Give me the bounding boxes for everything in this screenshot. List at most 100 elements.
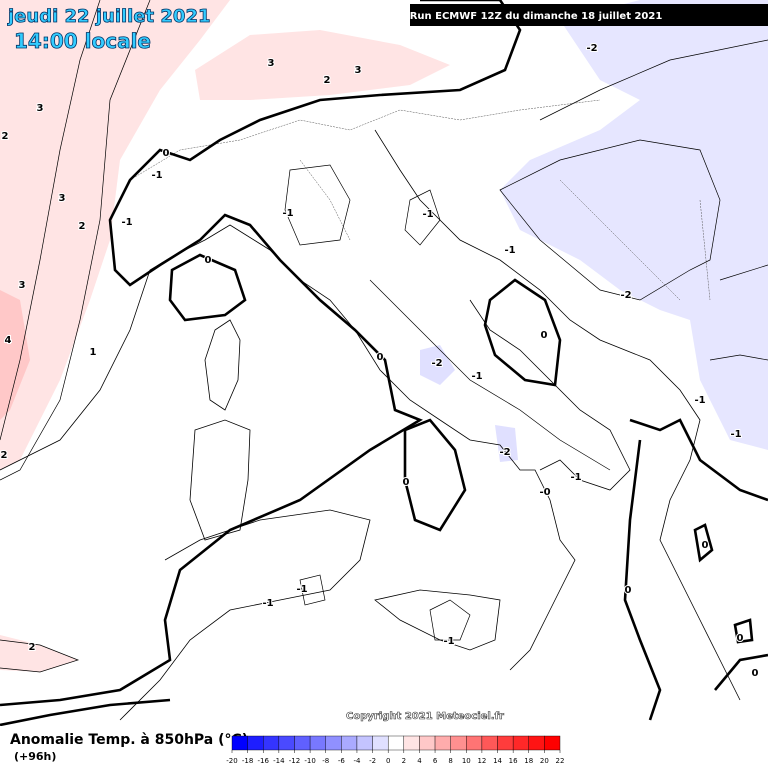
scale-swatch — [419, 735, 436, 751]
warm-anomaly-south — [0, 635, 78, 672]
contour-line — [0, 0, 101, 441]
contour-line — [284, 164, 351, 246]
scale-swatch — [403, 735, 420, 751]
contour-label: 0 — [205, 255, 212, 266]
coastline — [374, 129, 741, 701]
contour-label: -1 — [121, 217, 132, 228]
cold-anomaly-area — [500, 0, 768, 450]
scale-label: 6 — [433, 757, 438, 765]
color-scale: -20 -18 -16 -14 -12 -10 -8 -6 -4 -2 0 2 4 6 8 10 12 14 16 1… — [226, 735, 564, 765]
contour-label: -1 — [570, 472, 581, 483]
contour-label: -1 — [151, 170, 162, 181]
coastline-africa — [119, 509, 371, 721]
contour-line — [709, 264, 768, 361]
contour-label: -1 — [422, 209, 433, 220]
scale-label: -8 — [322, 757, 329, 765]
legend-title: Anomalie Temp. à 850hPa (°C) — [10, 732, 248, 748]
scale-swatch — [309, 735, 326, 751]
scale-swatch — [325, 735, 342, 751]
scale-swatch — [356, 735, 373, 751]
scale-swatch — [544, 735, 561, 751]
contour-label: 0 — [377, 352, 384, 363]
contour-label: -1 — [296, 584, 307, 595]
zero-contour — [483, 278, 562, 387]
scale-label: -20 — [226, 757, 237, 765]
contour-line — [0, 0, 151, 481]
contour-label: -2 — [431, 358, 442, 369]
scale-label: 20 — [540, 757, 549, 765]
contour-line — [299, 574, 326, 606]
contour-label: 0 — [737, 633, 744, 644]
contour-label: -1 — [504, 245, 515, 256]
warm-anomaly-core — [0, 290, 30, 420]
warm-anomaly-alps — [195, 30, 450, 100]
scale-swatch — [387, 735, 405, 751]
scale-label: -18 — [242, 757, 253, 765]
contour-label: -1 — [262, 598, 273, 609]
contour-label: 0 — [541, 330, 548, 341]
coastline — [469, 299, 631, 491]
forecast-time: 14:00 locale — [14, 29, 151, 53]
contour-line — [539, 39, 768, 121]
contour-label: -2 — [620, 290, 631, 301]
run-info: Run ECMWF 12Z du dimanche 18 juillet 202… — [410, 11, 663, 22]
scale-label: -4 — [353, 757, 361, 765]
contour-label: 4 — [5, 335, 12, 346]
contour-label: -2 — [499, 447, 510, 458]
scale-label: 16 — [509, 757, 518, 765]
scale-label: -14 — [273, 757, 285, 765]
scale-label: 4 — [417, 757, 422, 765]
warm-anomaly-area — [0, 0, 230, 470]
scale-label: 2 — [402, 757, 406, 765]
contour-label: 0 — [625, 585, 632, 596]
scale-label: -12 — [289, 757, 300, 765]
scale-swatch — [278, 735, 295, 751]
scale-swatch — [434, 735, 451, 751]
legend-lead: (+96h) — [14, 750, 56, 763]
scale-swatch — [466, 735, 483, 751]
scale-label: 14 — [493, 757, 502, 765]
contour-label: 2 — [29, 642, 36, 653]
contour-label: 2 — [324, 75, 331, 86]
contour-label: -1 — [730, 429, 741, 440]
zero-contour — [623, 418, 768, 721]
zero-contour — [0, 698, 171, 727]
scale-label: -6 — [338, 757, 346, 765]
scale-label: 8 — [448, 757, 452, 765]
contour-label: 3 — [355, 65, 362, 76]
scale-label: 10 — [462, 757, 471, 765]
contour-line — [404, 189, 441, 246]
cold-anomaly-spot — [420, 345, 455, 385]
contour-label: 3 — [37, 103, 44, 114]
scale-swatch — [263, 735, 280, 751]
contour-label: -0 — [539, 487, 550, 498]
contour-label: 3 — [59, 193, 66, 204]
scale-swatch — [372, 735, 389, 751]
contour-label: 3 — [19, 280, 26, 291]
scale-swatch — [450, 735, 467, 751]
scale-label: 12 — [477, 757, 486, 765]
contour-label: -1 — [471, 371, 482, 382]
scale-swatch — [294, 735, 311, 751]
contour-label: -2 — [586, 43, 597, 54]
scale-label: -16 — [258, 757, 270, 765]
scale-label: -2 — [369, 757, 376, 765]
run-banner — [410, 4, 768, 26]
contour-label: 2 — [1, 450, 8, 461]
contour-line — [429, 599, 471, 641]
scale-swatch — [231, 735, 248, 751]
contour-line — [499, 139, 721, 301]
cold-anomaly-spot — [495, 425, 518, 462]
scale-swatch — [528, 735, 545, 751]
contour-label: 0 — [752, 668, 759, 679]
scale-swatch — [512, 735, 529, 751]
scale-swatch — [341, 735, 358, 751]
contour-label: 2 — [2, 131, 9, 142]
scale-label: 0 — [386, 757, 390, 765]
contour-line — [369, 279, 611, 471]
contour-label: 1 — [90, 347, 97, 358]
zero-contour — [0, 0, 522, 707]
scale-swatch — [481, 735, 498, 751]
